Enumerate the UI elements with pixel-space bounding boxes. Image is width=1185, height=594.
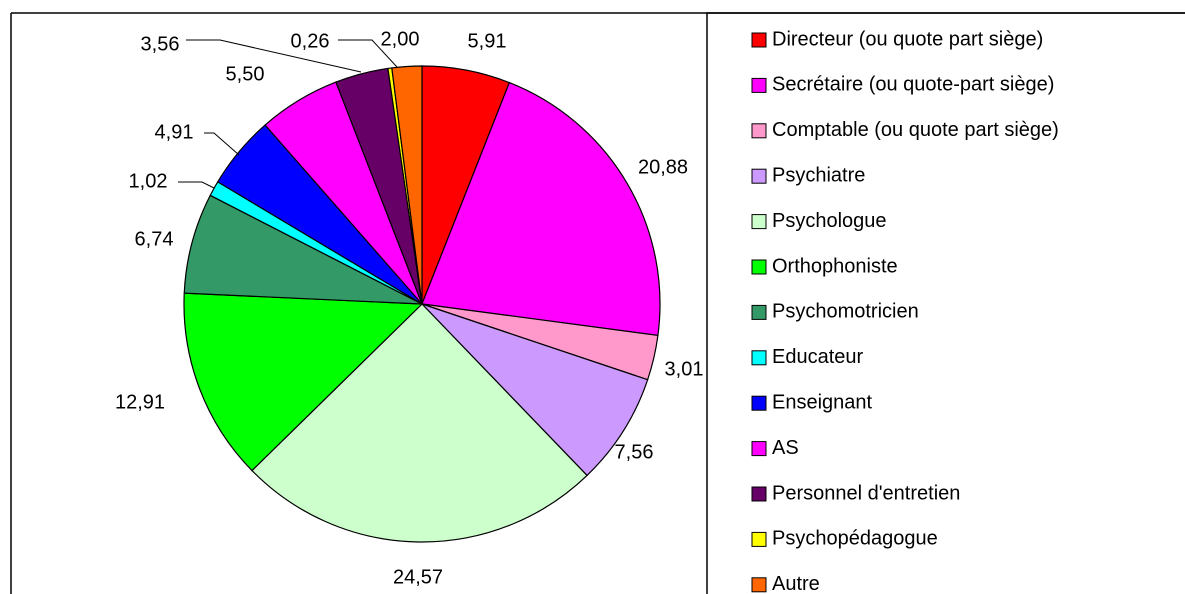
- legend-swatch: [751, 32, 767, 48]
- data-label: 24,57: [393, 566, 443, 588]
- legend-swatch: [751, 395, 767, 411]
- pie: [183, 65, 661, 543]
- legend-label: Directeur (ou quote part siège): [772, 28, 1043, 50]
- legend-label: Secrétaire (ou quote-part siège): [772, 74, 1054, 96]
- data-label: 3,56: [141, 33, 180, 55]
- data-label: 1,02: [129, 170, 168, 192]
- legend-swatch: [751, 577, 767, 593]
- legend-label: AS: [772, 437, 799, 459]
- legend-swatch: [751, 123, 767, 139]
- legend-swatch: [751, 214, 767, 230]
- data-label: 7,56: [615, 441, 654, 463]
- leader-line: [204, 132, 240, 156]
- data-label: 6,74: [135, 228, 174, 250]
- legend-label: Orthophoniste: [772, 255, 898, 277]
- data-label: 3,01: [665, 358, 704, 380]
- pie-slice: [421, 303, 649, 477]
- legend-swatch: [751, 77, 767, 93]
- legend-swatch: [751, 304, 767, 320]
- legend-label: Educateur: [772, 346, 864, 368]
- legend-label: Autre: [772, 573, 820, 594]
- legend-box: [706, 12, 1185, 594]
- leader-line: [186, 39, 362, 73]
- legend-label: Comptable (ou quote part siège): [772, 119, 1059, 141]
- legend-label: Enseignant: [772, 391, 873, 413]
- data-label: 0,26: [291, 30, 330, 52]
- legend-label: Psychomotricien: [772, 301, 919, 323]
- leader-line: [338, 39, 398, 68]
- legend-swatch: [751, 441, 767, 457]
- data-label: 2,00: [381, 28, 420, 50]
- pie-slice: [251, 303, 588, 543]
- data-label: 4,91: [155, 121, 194, 143]
- pie-slice: [183, 292, 424, 472]
- legend-swatch: [751, 531, 767, 547]
- pie-slice: [391, 65, 423, 305]
- data-label: 5,50: [226, 63, 265, 85]
- legend-swatch: [751, 486, 767, 502]
- legend: Directeur (ou quote part siège) Secrétair…: [751, 28, 1059, 594]
- data-label: 5,91: [468, 30, 507, 52]
- data-label: 12,91: [115, 391, 165, 413]
- legend-label: Personnel d'entretien: [772, 482, 960, 504]
- leader-line: [178, 181, 215, 189]
- legend-label: Psychologue: [772, 210, 887, 232]
- legend-label: Psychiatre: [772, 164, 865, 186]
- data-labels: 5,91 20,88 3,01 7,56 24,57 12,91 6,74 1,02 4,91 5…: [115, 28, 704, 588]
- legend-swatch: [751, 350, 767, 366]
- pie-slice: [421, 81, 661, 337]
- legend-swatch: [751, 259, 767, 275]
- legend-swatch: [751, 168, 767, 184]
- legend-label: Psychopédagogue: [772, 528, 938, 550]
- data-label: 20,88: [638, 156, 688, 178]
